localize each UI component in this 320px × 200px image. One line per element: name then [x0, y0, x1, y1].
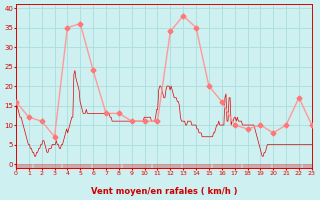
X-axis label: Vent moyen/en rafales ( km/h ): Vent moyen/en rafales ( km/h ): [91, 187, 237, 196]
